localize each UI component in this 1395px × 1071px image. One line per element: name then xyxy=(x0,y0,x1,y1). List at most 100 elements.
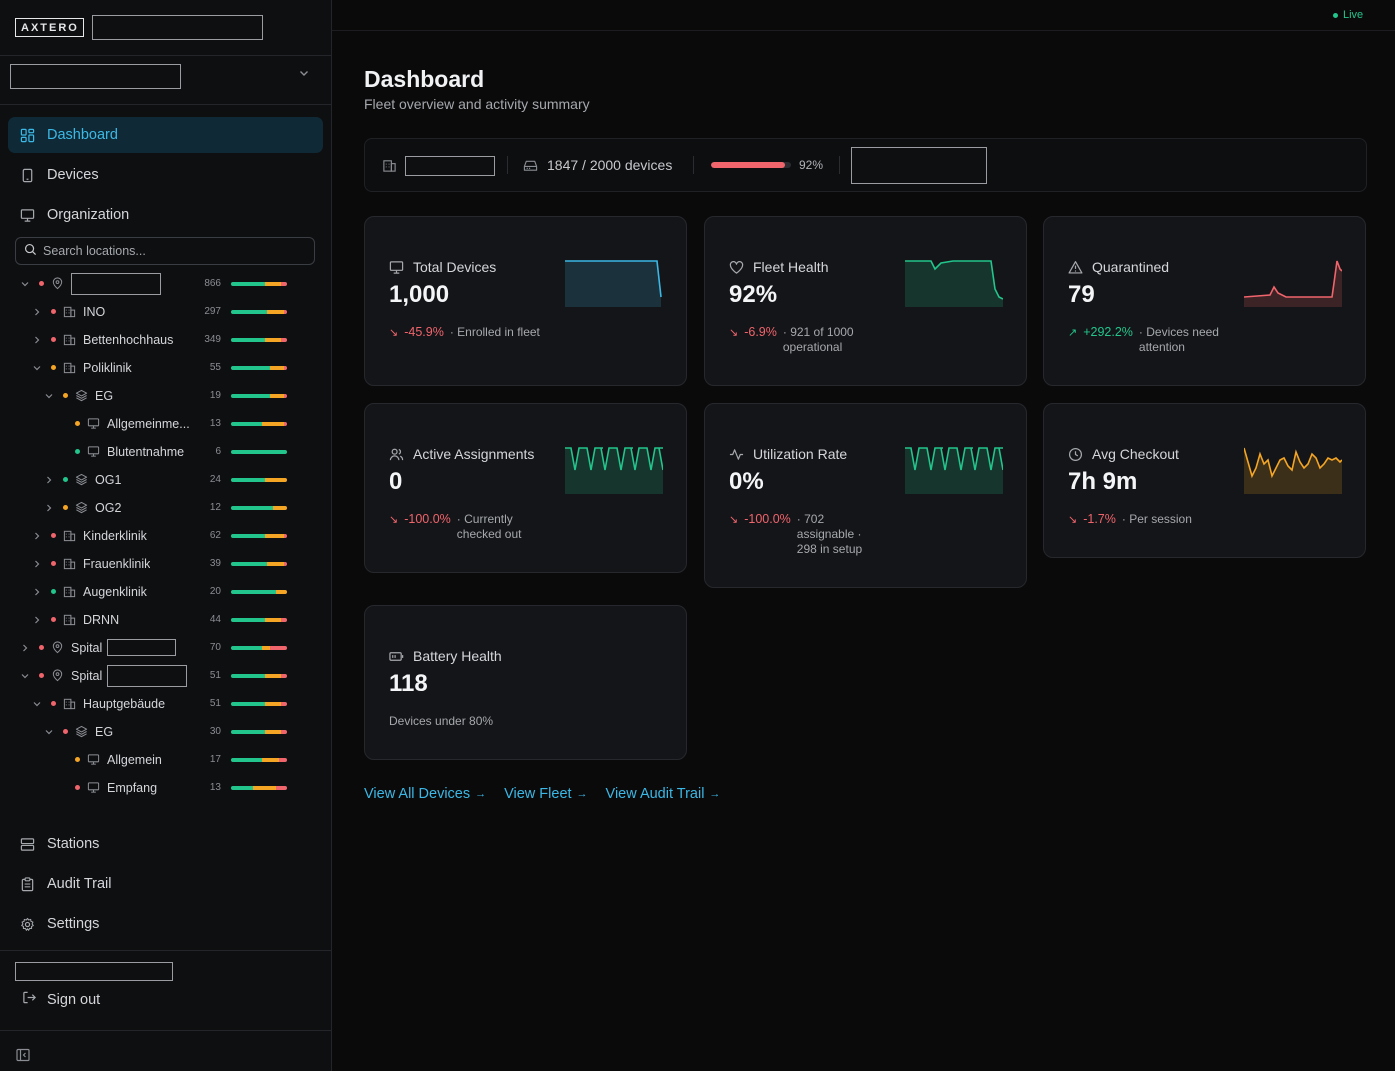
tree-item[interactable]: OG2 12 xyxy=(0,494,300,522)
signout-button[interactable]: Sign out xyxy=(22,990,100,1009)
signout-label: Sign out xyxy=(47,991,101,1008)
card-value: 79 xyxy=(1068,281,1095,308)
sparkline-area xyxy=(905,448,1003,494)
tree-item-status-bar xyxy=(231,618,287,622)
layers-icon xyxy=(75,389,88,402)
status-bar-red xyxy=(278,758,287,762)
link-label: View Fleet xyxy=(504,786,572,802)
chevron-down-icon[interactable] xyxy=(20,279,30,292)
chevron-down-icon[interactable] xyxy=(44,727,54,740)
tree-item[interactable]: Poliklinik 55 xyxy=(0,354,300,382)
kpi-card-avg-checkout[interactable]: Avg Checkout 7h 9m ↘ -1.7% · Per session xyxy=(1043,403,1366,558)
status-dot xyxy=(51,617,56,622)
status-dot xyxy=(75,449,80,454)
status-bar-red xyxy=(270,646,287,650)
building-icon xyxy=(63,305,76,318)
tree-item[interactable]: DRNN 44 xyxy=(0,606,300,634)
org-switcher[interactable] xyxy=(0,56,331,105)
kpi-card-utilization-rate[interactable]: Utilization Rate 0% ↘ -100.0% · 702 assignab… xyxy=(704,403,1027,588)
tree-item[interactable]: Augenklinik 20 xyxy=(0,578,300,606)
trend-value: -100.0% xyxy=(404,512,451,526)
status-bar-amber xyxy=(264,282,282,286)
chevron-right-icon[interactable] xyxy=(20,643,30,656)
tree-item[interactable]: Kinderklinik 62 xyxy=(0,522,300,550)
chevron-right-icon[interactable] xyxy=(44,475,54,488)
tree-item[interactable]: Empfang 13 xyxy=(0,774,300,802)
search-icon xyxy=(24,243,37,259)
monitor-icon xyxy=(87,781,100,794)
redacted-location-name xyxy=(107,639,176,656)
brand-logo[interactable]: AXTERO xyxy=(15,18,84,37)
tree-item[interactable]: INO 297 xyxy=(0,298,300,326)
kpi-card-fleet-health[interactable]: Fleet Health 92% ↘ -6.9% · 921 of 1000 opera… xyxy=(704,216,1027,386)
status-bar-red xyxy=(284,422,287,426)
card-title: Quarantined xyxy=(1092,259,1170,275)
divider xyxy=(507,156,508,174)
view-fleet-link[interactable]: View Fleet → xyxy=(504,786,587,802)
view-all-devices-link[interactable]: View All Devices → xyxy=(364,786,486,802)
map-pin-icon xyxy=(51,277,64,290)
status-bar-green xyxy=(231,366,271,370)
kpi-card-battery-health[interactable]: Battery Health 118 Devices under 80% xyxy=(364,605,687,760)
chevron-right-icon[interactable] xyxy=(32,335,42,348)
monitor-icon xyxy=(20,208,35,223)
chevron-down-icon[interactable] xyxy=(20,671,30,684)
redacted-location-name xyxy=(107,665,187,687)
tree-item[interactable]: 866 xyxy=(0,270,300,298)
status-bar-green xyxy=(231,394,271,398)
tree-item[interactable]: Allgemeinme... 13 xyxy=(0,410,300,438)
tree-item-status-bar xyxy=(231,646,287,650)
location-search[interactable] xyxy=(15,237,315,265)
nav-settings[interactable]: Settings xyxy=(8,906,323,942)
tree-item[interactable]: Spital 70 xyxy=(0,634,300,662)
tree-item-label: Bettenhochhaus xyxy=(83,333,174,347)
tree-item-status-bar xyxy=(231,730,287,734)
tree-item[interactable]: Allgemein 17 xyxy=(0,746,300,774)
nav-dashboard[interactable]: Dashboard xyxy=(8,117,323,153)
sparkline-line xyxy=(1244,260,1342,298)
tree-item[interactable]: Frauenklinik 39 xyxy=(0,550,300,578)
battery-icon xyxy=(389,649,404,664)
nav-organization[interactable]: Organization xyxy=(8,197,323,233)
status-bar-amber xyxy=(273,506,287,510)
divider xyxy=(693,156,694,174)
nav-audit-trail[interactable]: Audit Trail xyxy=(8,866,323,902)
status-dot xyxy=(63,393,68,398)
kpi-card-total-devices[interactable]: Total Devices 1,000 ↘ -45.9% · Enrolled in f… xyxy=(364,216,687,386)
nav-devices[interactable]: Devices xyxy=(8,157,323,193)
chevron-down-icon[interactable] xyxy=(32,699,42,712)
chevron-down-icon[interactable] xyxy=(44,391,54,404)
kpi-card-quarantined[interactable]: Quarantined 79 ↗ +292.2% · Devices need atte… xyxy=(1043,216,1366,386)
tree-item[interactable]: EG 19 xyxy=(0,382,300,410)
map-pin-icon xyxy=(51,669,64,682)
chevron-right-icon[interactable] xyxy=(32,587,42,600)
chevron-right-icon[interactable] xyxy=(32,559,42,572)
card-trend: Devices under 80% xyxy=(389,714,493,729)
tree-item[interactable]: EG 30 xyxy=(0,718,300,746)
chevron-right-icon[interactable] xyxy=(44,503,54,516)
tree-item-status-bar xyxy=(231,562,287,566)
trend-down-icon: ↘ xyxy=(729,327,739,339)
nav-stations[interactable]: Stations xyxy=(8,826,323,862)
kpi-card-active-assignments[interactable]: Active Assignments 0 ↘ -100.0% · Currently c… xyxy=(364,403,687,573)
chevron-right-icon[interactable] xyxy=(32,615,42,628)
redacted-user-name xyxy=(15,962,173,981)
tree-item[interactable]: Hauptgebäude 51 xyxy=(0,690,300,718)
arrow-right-icon: → xyxy=(576,788,588,800)
tree-item[interactable]: Bettenhochhaus 349 xyxy=(0,326,300,354)
view-audit-trail-link[interactable]: View Audit Trail → xyxy=(606,786,721,802)
sidebar-collapse-icon[interactable] xyxy=(16,1048,30,1062)
tree-item[interactable]: Spital 51 xyxy=(0,662,300,690)
tree-item[interactable]: OG1 24 xyxy=(0,466,300,494)
chevron-right-icon[interactable] xyxy=(32,531,42,544)
tree-item-status-bar xyxy=(231,338,287,342)
layers-icon xyxy=(75,501,88,514)
status-dot xyxy=(51,337,56,342)
chevron-right-icon[interactable] xyxy=(32,307,42,320)
trend-value: +292.2% xyxy=(1083,325,1133,339)
tree-item-count: 349 xyxy=(204,334,221,345)
chevron-down-icon[interactable] xyxy=(32,363,42,376)
tree-item[interactable]: Blutentnahme 6 xyxy=(0,438,300,466)
search-input[interactable] xyxy=(43,244,303,258)
tree-item-label: EG xyxy=(95,725,114,739)
